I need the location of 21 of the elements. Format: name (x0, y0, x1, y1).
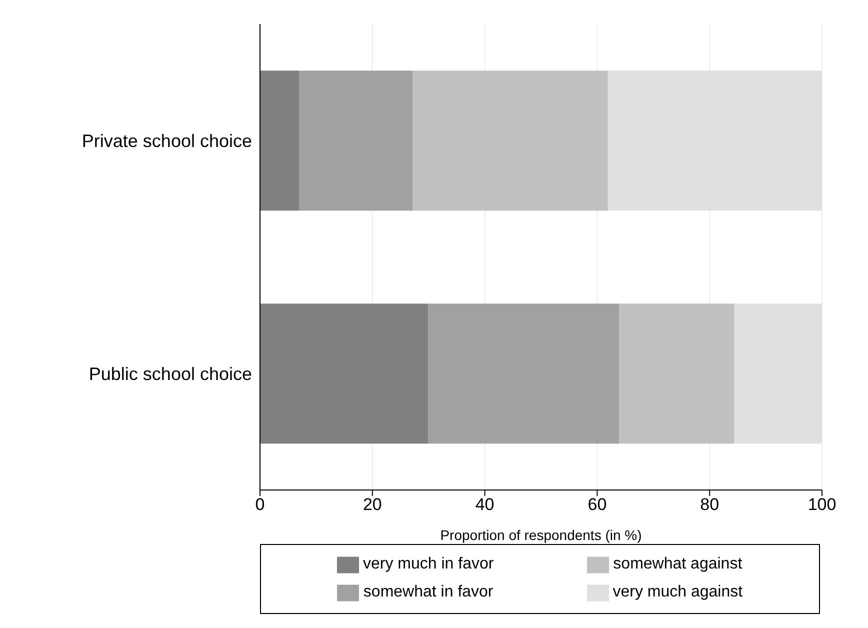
bar (260, 70, 300, 211)
bar (608, 70, 822, 211)
y-tick-label: Private school choice (82, 130, 252, 151)
bar (428, 304, 620, 444)
legend-label: somewhat against (613, 556, 742, 573)
x-tick-label: 60 (588, 495, 607, 514)
bar (734, 304, 822, 444)
x-tick-label: 100 (808, 495, 836, 514)
legend-label: somewhat in favor (363, 584, 494, 601)
x-tick-label: 0 (255, 495, 265, 514)
bar (619, 304, 734, 444)
x-tick-label: 80 (700, 495, 720, 514)
legend-label: very much in favor (362, 556, 494, 573)
bar (260, 304, 428, 444)
x-tick-label: 40 (475, 495, 494, 514)
y-tick-label: Public school choice (88, 364, 252, 384)
x-axis-title: Proportion of respondents (in %) (440, 527, 642, 543)
bar (412, 70, 608, 211)
legend-label: very much against (612, 584, 743, 601)
bar (299, 70, 413, 211)
x-tick-label: 20 (362, 495, 382, 514)
